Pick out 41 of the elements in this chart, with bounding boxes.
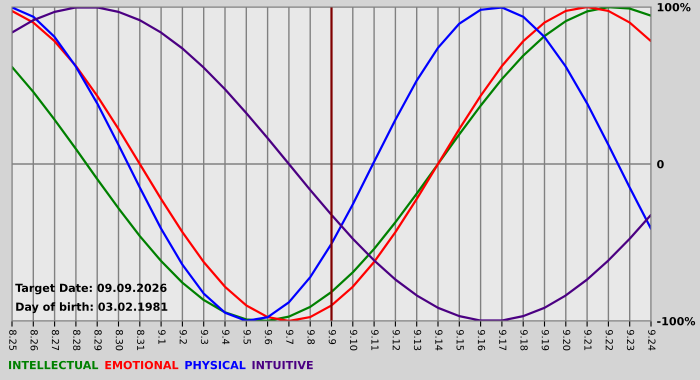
y-tick-label: 100% bbox=[658, 2, 691, 12]
y-tick-label: 0 bbox=[657, 160, 664, 168]
x-tick-label: 8.29 bbox=[94, 330, 102, 350]
annotation: Day of birth: 03.02.1981 bbox=[16, 302, 168, 314]
x-tick-label: 9.6 bbox=[264, 330, 272, 344]
x-tick-label: 8.25 bbox=[9, 330, 17, 350]
x-tick-label: 9.17 bbox=[499, 330, 506, 350]
x-tick-label: 9.7 bbox=[286, 330, 294, 344]
x-tick-label: 9.5 bbox=[243, 330, 251, 344]
x-tick-label: 9.15 bbox=[456, 330, 464, 350]
x-tick-label: 8.27 bbox=[52, 330, 60, 350]
line-series bbox=[12, 7, 651, 321]
x-tick-label: 9.13 bbox=[414, 330, 422, 350]
y-tick-label: -100% bbox=[657, 316, 696, 326]
annotation: Target Date: 09.09.2026 bbox=[15, 284, 167, 294]
x-tick-label: 9.3 bbox=[200, 330, 208, 344]
x-tick-label: 9.18 bbox=[520, 330, 528, 350]
x-tick-label: 8.31 bbox=[136, 330, 144, 350]
x-tick-label: 9.4 bbox=[222, 330, 230, 344]
x-tick-label: 9.24 bbox=[648, 330, 656, 350]
x-tick-label: 9.8 bbox=[307, 330, 315, 344]
x-tick-label: 9.20 bbox=[562, 330, 570, 350]
x-tick-label: 8.28 bbox=[73, 330, 80, 350]
text: INTUITIVE bbox=[252, 360, 313, 370]
x-tick-label: 9.22 bbox=[606, 330, 613, 350]
text: INTELLECTUAL bbox=[9, 360, 98, 370]
x-tick-label: 8.30 bbox=[116, 330, 124, 350]
x-tick-label: 9.21 bbox=[584, 330, 592, 350]
text: PHYSICAL bbox=[185, 360, 246, 370]
x-tick-label: 9.1 bbox=[158, 330, 166, 344]
text: EMOTIONAL bbox=[105, 360, 178, 370]
x-tick-label: 9.16 bbox=[478, 330, 486, 350]
x-tick-label: 9.12 bbox=[392, 330, 400, 350]
x-tick-label: 9.2 bbox=[180, 330, 187, 344]
x-tick-label: 9.9 bbox=[328, 330, 336, 344]
x-tick-label: 9.23 bbox=[626, 330, 634, 350]
x-tick-label: 8.26 bbox=[30, 330, 38, 350]
x-tick-label: 9.10 bbox=[350, 330, 358, 350]
x-tick-label: 9.11 bbox=[371, 330, 379, 350]
x-tick-label: 9.19 bbox=[542, 330, 550, 350]
x-tick-label: 9.14 bbox=[435, 330, 443, 350]
